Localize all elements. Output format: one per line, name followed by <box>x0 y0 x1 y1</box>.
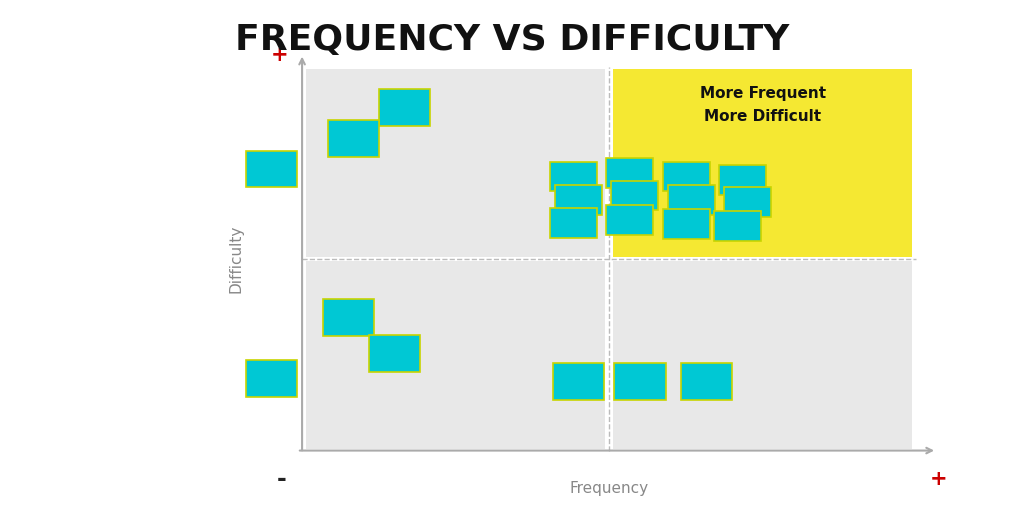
Text: +: + <box>270 45 289 66</box>
Text: More Frequent
More Difficult: More Frequent More Difficult <box>699 87 826 123</box>
Text: -: - <box>276 467 287 490</box>
Text: +: + <box>930 468 948 489</box>
Text: FREQUENCY VS DIFFICULTY: FREQUENCY VS DIFFICULTY <box>234 23 790 57</box>
Text: Frequency: Frequency <box>569 481 649 497</box>
Text: Difficulty: Difficulty <box>228 224 243 293</box>
